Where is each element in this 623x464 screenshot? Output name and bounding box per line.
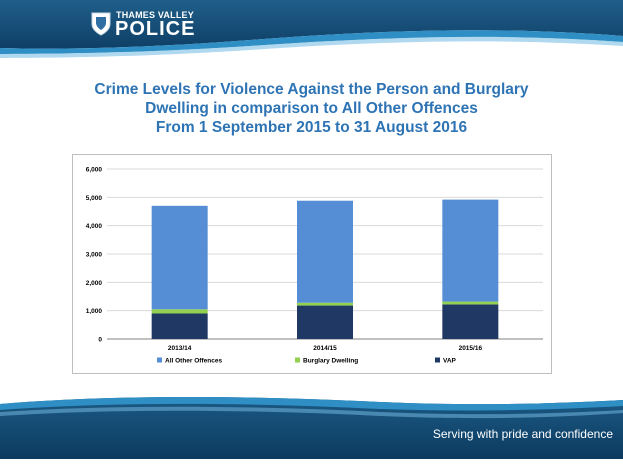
y-tick-label: 1,000: [86, 308, 103, 315]
y-tick-label: 5,000: [86, 195, 103, 202]
stacked-bar-chart: 0 1,000 2,000 3,000 4,000 5,000 6,000 2013/14 20…: [86, 167, 543, 365]
bar-segment: [151, 313, 208, 339]
chart-title: Crime Levels for Violence Against the Pe…: [60, 80, 563, 137]
police-logo: THAMES VALLEY POLICE: [90, 8, 210, 44]
bar-segment: [151, 309, 208, 314]
title-line-3: From 1 September 2015 to 31 August 2016: [155, 119, 468, 136]
legend-label: Burglary Dwelling: [303, 358, 358, 365]
legend-label: All Other Offences: [165, 358, 222, 365]
y-tick-label: 6,000: [86, 167, 103, 174]
title-line-1: Crime Levels for Violence Against the Pe…: [94, 81, 529, 98]
footer-banner: Serving with pride and confidence: [0, 382, 623, 459]
bar-segment: [442, 301, 499, 305]
header-wave: [0, 0, 623, 58]
logo-text-main: POLICE: [115, 18, 196, 40]
bar-segment: [297, 302, 353, 306]
bar-segment: [297, 305, 353, 339]
legend-label: VAP: [443, 358, 457, 365]
header-banner: THAMES VALLEY POLICE: [0, 0, 623, 62]
x-tick-label: 2013/14: [168, 345, 192, 352]
chart-area: 0 1,000 2,000 3,000 4,000 5,000 6,000 2013/14 20…: [72, 154, 552, 374]
y-tick-label: 3,000: [86, 252, 103, 259]
y-tick-label: 4,000: [86, 223, 103, 230]
y-tick-label: 0: [98, 337, 102, 344]
logo-text-top: THAMES VALLEY: [116, 10, 194, 20]
y-tick-label: 2,000: [86, 280, 103, 287]
footer-tagline: Serving with pride and confidence: [432, 427, 613, 441]
title-line-2: Dwelling in comparison to All Other Offe…: [145, 100, 478, 117]
bar-segment: [442, 304, 499, 339]
legend-swatch: [157, 357, 162, 363]
legend-swatch: [295, 357, 300, 363]
bar-segment: [442, 199, 499, 302]
x-tick-label: 2014/15: [313, 345, 337, 352]
crest-icon: [91, 12, 111, 36]
x-tick-label: 2015/16: [459, 345, 483, 352]
legend-swatch: [435, 357, 440, 363]
footer-wave: [0, 397, 623, 459]
bar-segment: [297, 200, 353, 303]
bar-segment: [151, 205, 208, 310]
